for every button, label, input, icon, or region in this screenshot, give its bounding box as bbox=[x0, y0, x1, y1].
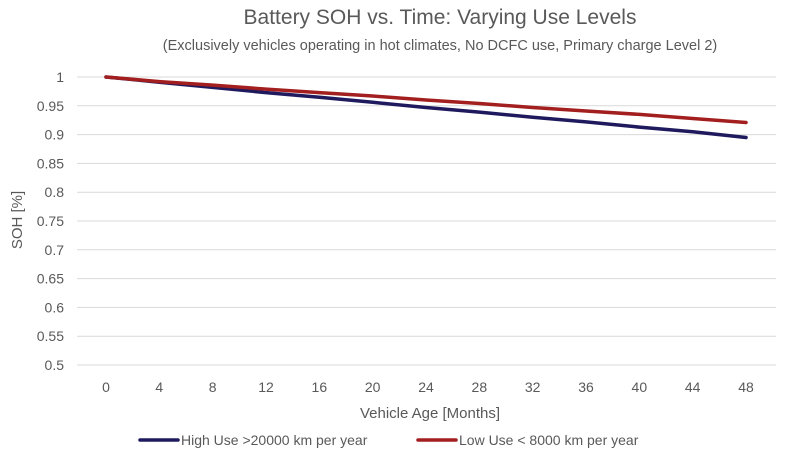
legend-label-low-use: Low Use < 8000 km per year bbox=[459, 432, 639, 448]
x-tick-label: 36 bbox=[578, 379, 594, 395]
y-tick-label: 0.7 bbox=[45, 242, 65, 258]
x-tick-label: 24 bbox=[418, 379, 434, 395]
x-axis-label: Vehicle Age [Months] bbox=[360, 405, 500, 422]
y-tick-label: 0.6 bbox=[45, 299, 65, 315]
x-tick-label: 40 bbox=[632, 379, 648, 395]
x-tick-label: 44 bbox=[685, 379, 701, 395]
legend-label-high-use: High Use >20000 km per year bbox=[181, 432, 368, 448]
x-tick-label: 32 bbox=[525, 379, 541, 395]
x-tick-label: 8 bbox=[209, 379, 217, 395]
chart-title: Battery SOH vs. Time: Varying Use Levels bbox=[244, 6, 637, 29]
y-tick-label: 0.65 bbox=[37, 271, 64, 287]
x-tick-label: 28 bbox=[472, 379, 488, 395]
x-tick-label: 20 bbox=[365, 379, 381, 395]
y-axis-ticks: 1 0.95 0.9 0.85 0.8 0.75 0.7 0.65 0.6 0.55 0.5 bbox=[37, 69, 64, 373]
x-axis-ticks: 0 4 8 12 16 20 24 28 32 36 40 44 48 bbox=[102, 379, 754, 395]
x-tick-label: 48 bbox=[738, 379, 754, 395]
y-tick-label: 0.95 bbox=[37, 98, 64, 114]
series-line-high-use bbox=[104, 75, 748, 140]
x-tick-label: 16 bbox=[312, 379, 328, 395]
gridlines bbox=[77, 76, 776, 366]
y-tick-label: 0.5 bbox=[45, 357, 65, 373]
series-line-low-use bbox=[104, 75, 748, 125]
y-tick-label: 0.75 bbox=[37, 213, 64, 229]
y-tick-label: 0.55 bbox=[37, 328, 64, 344]
chart-subtitle: (Exclusively vehicles operating in hot c… bbox=[163, 38, 717, 54]
y-tick-label: 1 bbox=[56, 69, 64, 85]
x-tick-label: 0 bbox=[102, 379, 110, 395]
series-lines bbox=[104, 75, 748, 140]
y-tick-label: 0.9 bbox=[45, 127, 65, 143]
y-tick-label: 0.85 bbox=[37, 155, 64, 171]
y-tick-label: 0.8 bbox=[45, 184, 65, 200]
y-axis-label: SOH [%] bbox=[9, 191, 26, 249]
x-tick-label: 12 bbox=[258, 379, 274, 395]
x-tick-label: 4 bbox=[155, 379, 163, 395]
legend: High Use >20000 km per year Low Use < 800… bbox=[138, 432, 639, 448]
